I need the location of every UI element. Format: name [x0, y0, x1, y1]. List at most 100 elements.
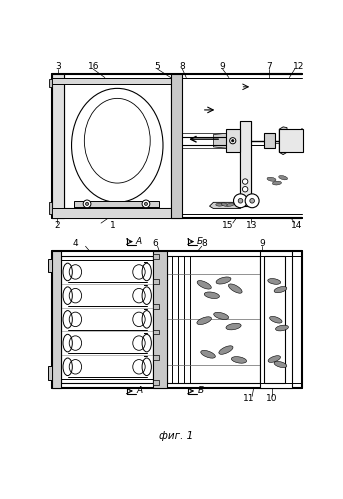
- Bar: [68, 333, 144, 353]
- Ellipse shape: [63, 334, 72, 352]
- Circle shape: [144, 202, 147, 206]
- Text: 11: 11: [243, 394, 254, 403]
- Text: 16: 16: [87, 61, 99, 70]
- Ellipse shape: [63, 263, 72, 281]
- Bar: [279, 129, 303, 152]
- Text: 12: 12: [293, 61, 304, 70]
- Text: Б: Б: [197, 237, 203, 246]
- Ellipse shape: [72, 88, 163, 202]
- Polygon shape: [268, 356, 281, 362]
- Text: фиг. 1: фиг. 1: [159, 431, 193, 441]
- Ellipse shape: [142, 310, 151, 328]
- Circle shape: [83, 200, 91, 208]
- Circle shape: [243, 187, 248, 192]
- Bar: [49, 202, 52, 214]
- Bar: [167, 256, 260, 383]
- Text: 10: 10: [266, 394, 277, 403]
- Circle shape: [250, 199, 255, 203]
- Bar: [64, 83, 171, 208]
- Bar: [153, 355, 159, 360]
- Text: 13: 13: [246, 221, 258, 230]
- Bar: [74, 201, 159, 207]
- Polygon shape: [274, 286, 287, 293]
- Bar: [52, 251, 61, 388]
- Polygon shape: [270, 316, 282, 323]
- Bar: [153, 254, 159, 258]
- Bar: [49, 79, 52, 87]
- Circle shape: [243, 179, 248, 184]
- Ellipse shape: [63, 310, 72, 328]
- Circle shape: [234, 194, 248, 208]
- Bar: [52, 208, 172, 218]
- Polygon shape: [214, 312, 229, 319]
- Bar: [68, 285, 144, 306]
- Text: 15: 15: [222, 221, 233, 230]
- Bar: [68, 261, 144, 282]
- Bar: [171, 74, 181, 218]
- Polygon shape: [219, 346, 233, 354]
- Bar: [153, 304, 159, 309]
- Text: А: А: [136, 237, 142, 246]
- Text: 4: 4: [73, 240, 78, 249]
- Text: 2: 2: [54, 221, 60, 230]
- Text: А: А: [137, 387, 143, 396]
- Text: 8: 8: [201, 240, 207, 249]
- Polygon shape: [275, 325, 288, 331]
- Circle shape: [142, 200, 150, 208]
- Polygon shape: [228, 284, 242, 293]
- Bar: [153, 279, 159, 284]
- Bar: [61, 256, 153, 383]
- Ellipse shape: [142, 358, 151, 376]
- Text: 1: 1: [110, 221, 116, 230]
- Circle shape: [245, 194, 259, 208]
- Ellipse shape: [63, 358, 72, 376]
- Circle shape: [232, 140, 234, 142]
- Text: 5: 5: [155, 61, 161, 70]
- Text: 8: 8: [179, 61, 185, 70]
- Polygon shape: [226, 323, 241, 330]
- Bar: [226, 129, 240, 152]
- Polygon shape: [268, 278, 281, 284]
- Polygon shape: [279, 127, 287, 155]
- Circle shape: [85, 202, 88, 206]
- Text: 3: 3: [56, 61, 61, 70]
- Bar: [153, 251, 167, 388]
- Text: 6: 6: [152, 240, 158, 249]
- Ellipse shape: [142, 287, 151, 304]
- Polygon shape: [267, 177, 276, 181]
- Text: 7: 7: [266, 61, 272, 70]
- Bar: [264, 133, 275, 148]
- Bar: [260, 251, 293, 388]
- Ellipse shape: [142, 334, 151, 352]
- Polygon shape: [272, 181, 282, 185]
- Polygon shape: [232, 357, 247, 363]
- Text: Б: Б: [198, 387, 204, 396]
- Text: 14: 14: [291, 221, 302, 230]
- Polygon shape: [216, 277, 231, 284]
- Polygon shape: [201, 350, 215, 358]
- Bar: [68, 309, 144, 330]
- Polygon shape: [197, 317, 211, 324]
- Polygon shape: [216, 203, 223, 206]
- Polygon shape: [197, 280, 211, 289]
- Bar: [48, 258, 52, 272]
- Polygon shape: [213, 133, 229, 148]
- Polygon shape: [279, 176, 288, 180]
- Polygon shape: [210, 202, 240, 209]
- Circle shape: [238, 199, 243, 203]
- Bar: [68, 356, 144, 377]
- Bar: [52, 77, 172, 84]
- Text: 9: 9: [259, 240, 265, 249]
- Bar: [48, 366, 52, 380]
- Bar: [240, 121, 251, 206]
- Bar: [153, 380, 159, 385]
- Bar: [153, 330, 159, 334]
- Polygon shape: [221, 203, 229, 207]
- Bar: [52, 74, 64, 218]
- Ellipse shape: [63, 287, 72, 304]
- Circle shape: [230, 138, 236, 144]
- Polygon shape: [274, 361, 287, 368]
- Text: 9: 9: [220, 61, 226, 70]
- Polygon shape: [227, 203, 234, 206]
- Polygon shape: [204, 292, 220, 298]
